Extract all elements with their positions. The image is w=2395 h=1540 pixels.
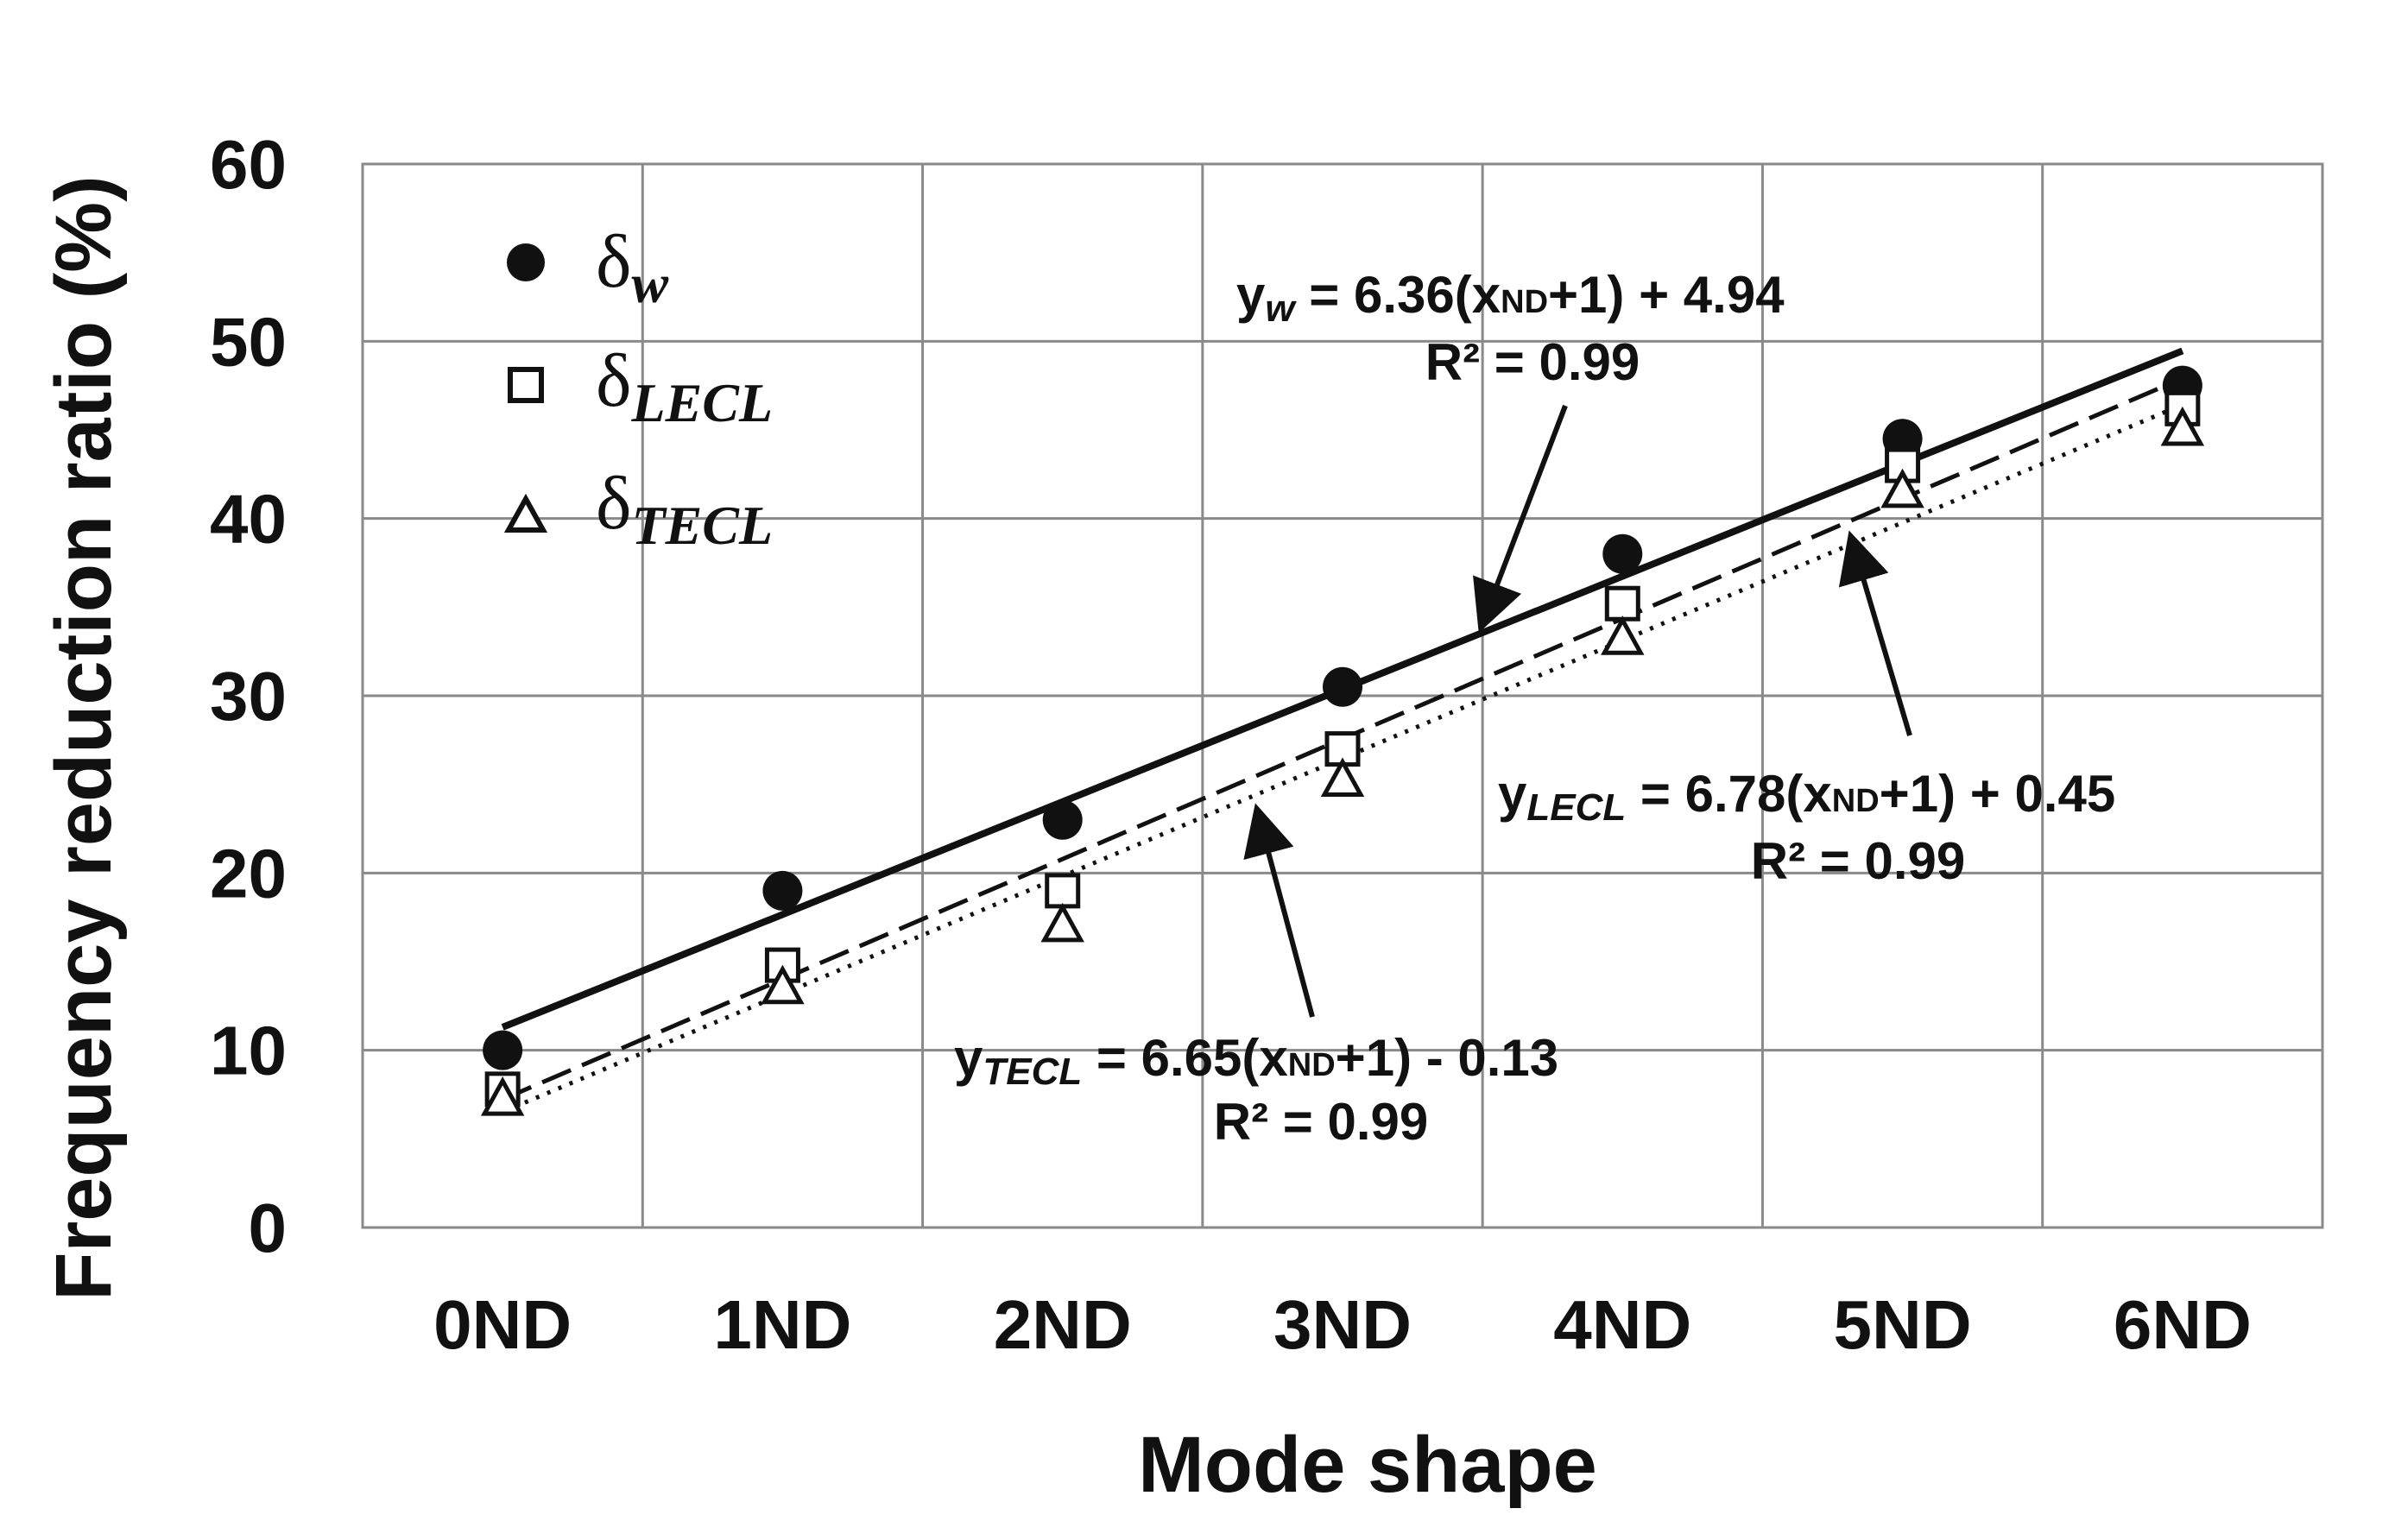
r-squared-w: R² = 0.99 [1425, 333, 1640, 391]
legend-label-lecl: δLECL [596, 339, 773, 433]
annotation-lecl: yLECL = 6.78(xND+1) + 0.45 R² = 0.99 [1498, 530, 2115, 890]
point-tecl-0ND [480, 1076, 525, 1116]
x-axis-ticks: 0ND 1ND 2ND 3ND 4ND 5ND 6ND [433, 1286, 2252, 1363]
point-tecl-2ND [1040, 902, 1084, 943]
data-points [480, 365, 2205, 1116]
legend: δw δLECL δTECL [503, 220, 773, 556]
equation-tecl: yTECL = 6.65(xND+1) - 0.13 [954, 1029, 1558, 1093]
r-squared-tecl: R² = 0.99 [1214, 1093, 1428, 1151]
point-lecl-2ND [1045, 873, 1081, 909]
y-tick-10: 10 [210, 1013, 287, 1089]
x-tick-0ND: 0ND [433, 1286, 572, 1363]
x-axis-title: Mode shape [1138, 1421, 1597, 1509]
x-tick-6ND: 6ND [2114, 1286, 2252, 1363]
point-w-4ND [1602, 533, 1643, 574]
point-lecl-4ND [1604, 585, 1640, 622]
equation-lecl: yLECL = 6.78(xND+1) + 0.45 [1498, 765, 2115, 829]
y-tick-60: 60 [210, 126, 287, 203]
x-tick-5ND: 5ND [1834, 1286, 1972, 1363]
y-tick-40: 40 [210, 481, 287, 558]
arrow-w [1473, 404, 1568, 634]
plot-area-frame [361, 162, 2324, 1229]
x-tick-4ND: 4ND [1553, 1286, 1691, 1363]
point-tecl-4ND [1601, 615, 1645, 655]
annotation-tecl: yTECL = 6.65(xND+1) - 0.13 R² = 0.99 [954, 803, 1558, 1151]
point-tecl-5ND [1880, 468, 1924, 508]
y-tick-20: 20 [210, 835, 287, 912]
point-w-2ND [1042, 799, 1083, 840]
legend-marker-w [507, 243, 545, 281]
y-axis-title: Frequency reduction ratio (%) [40, 175, 128, 1301]
legend-label-w: δw [596, 220, 668, 314]
point-w-0ND [483, 1030, 523, 1070]
r-squared-lecl: R² = 0.99 [1751, 832, 1965, 890]
point-w-1ND [762, 870, 803, 911]
x-tick-3ND: 3ND [1273, 1286, 1412, 1363]
arrow-tecl [1243, 803, 1315, 1018]
x-tick-2ND: 2ND [994, 1286, 1132, 1363]
gridlines [363, 162, 2322, 1229]
y-tick-30: 30 [210, 658, 287, 735]
equation-w: yw = 6.36(xND+1) + 4.94 [1236, 266, 1785, 330]
point-tecl-3ND [1320, 757, 1365, 798]
y-tick-0: 0 [249, 1190, 288, 1266]
x-tick-1ND: 1ND [713, 1286, 851, 1363]
legend-marker-tecl [503, 493, 548, 533]
arrow-lecl [1838, 530, 1912, 736]
point-w-3ND [1323, 666, 1362, 707]
point-tecl-6ND [2160, 406, 2205, 446]
legend-marker-lecl [508, 367, 544, 403]
y-tick-50: 50 [210, 303, 287, 380]
legend-label-tecl: δTECL [596, 462, 773, 556]
annotation-w: yw = 6.36(xND+1) + 4.94 R² = 0.99 [1236, 266, 1785, 634]
y-axis-ticks: 0 10 20 30 40 50 60 [210, 126, 287, 1266]
point-tecl-1ND [761, 964, 805, 1005]
